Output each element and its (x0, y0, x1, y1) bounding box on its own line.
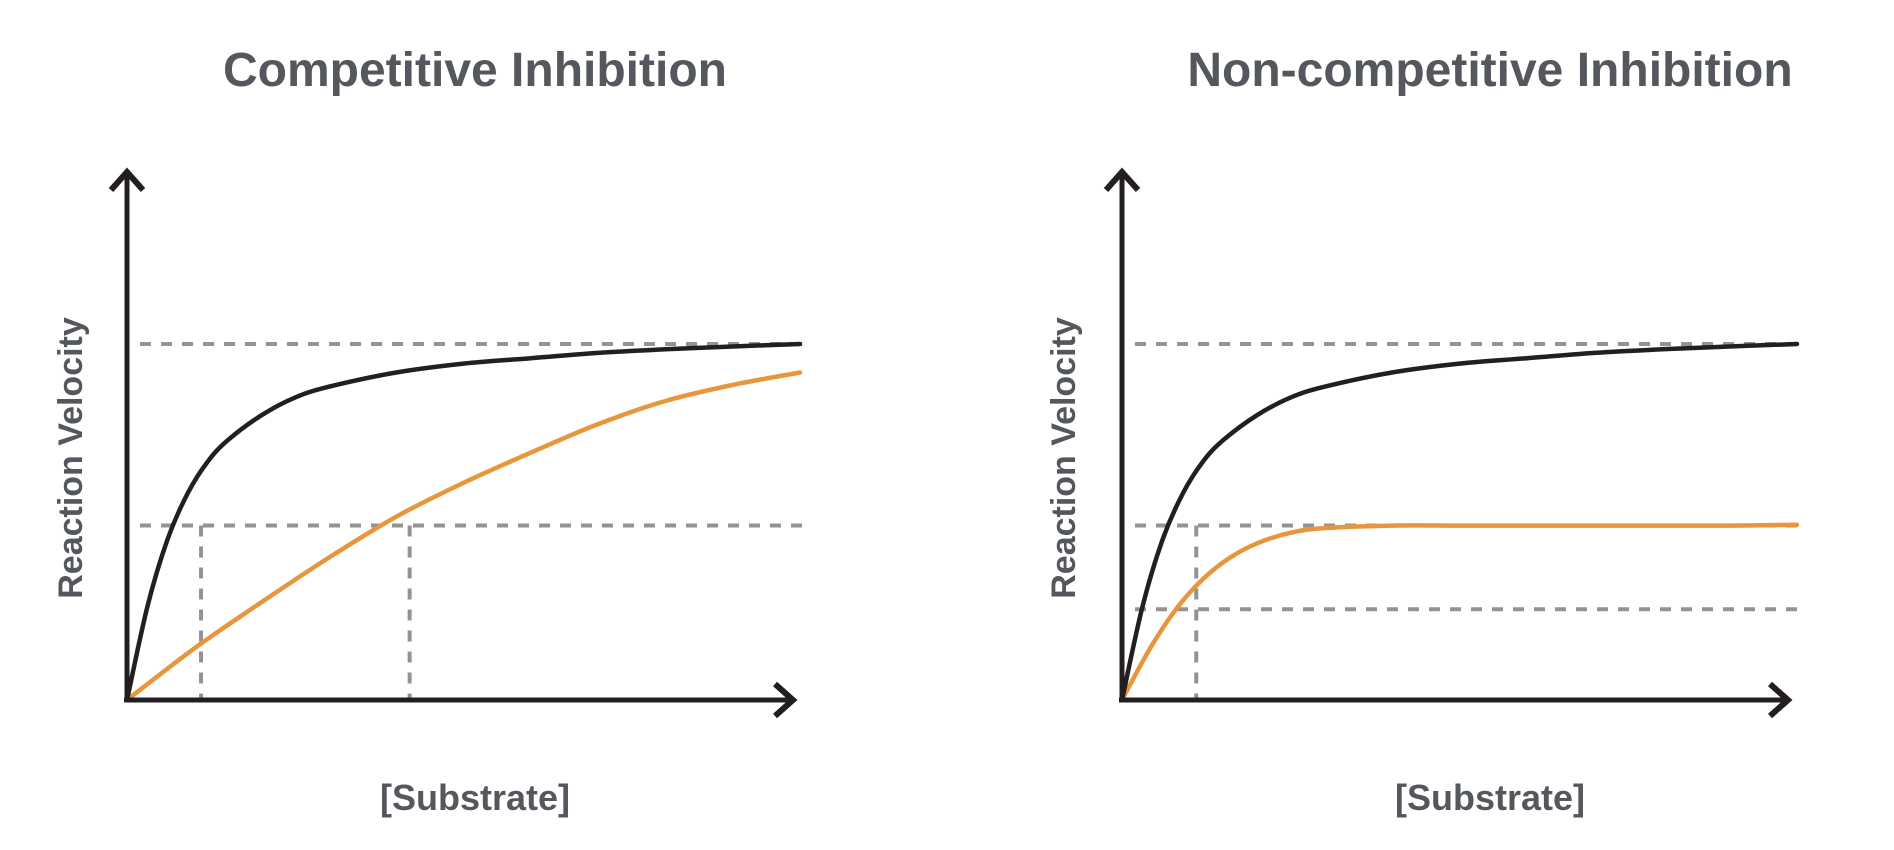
series-line-uninhibited-competitive (124, 341, 803, 703)
series-line-inhibited-noncompetitive (1119, 522, 1800, 703)
chart-noncompetitive: Non-competitive Inhibition [Substrate] R… (1045, 44, 1800, 818)
reference-lines-noncompetitive (1135, 342, 1798, 700)
x-axis-arrow-competitive (773, 681, 798, 719)
y-axis-arrow-competitive (108, 167, 146, 192)
chart-competitive: Competitive Inhibition [Substrate] React… (52, 44, 803, 818)
series-group-competitive (124, 341, 803, 703)
reference-lines-competitive (140, 342, 802, 700)
x-axis-label-competitive: [Substrate] (380, 777, 570, 818)
y-axis-arrow-noncompetitive (1103, 167, 1141, 192)
series-line-uninhibited-noncompetitive (1119, 341, 1800, 703)
y-axis-label-competitive: Reaction Velocity (52, 317, 90, 599)
x-axis-label-noncompetitive: [Substrate] (1395, 777, 1585, 818)
y-axis-label-noncompetitive: Reaction Velocity (1045, 317, 1083, 599)
chart-title-noncompetitive: Non-competitive Inhibition (1187, 44, 1792, 97)
series-group-noncompetitive (1119, 341, 1800, 703)
chart-title-competitive: Competitive Inhibition (223, 44, 727, 97)
series-line-inhibited-competitive (124, 370, 803, 703)
x-axis-arrow-noncompetitive (1768, 681, 1793, 719)
